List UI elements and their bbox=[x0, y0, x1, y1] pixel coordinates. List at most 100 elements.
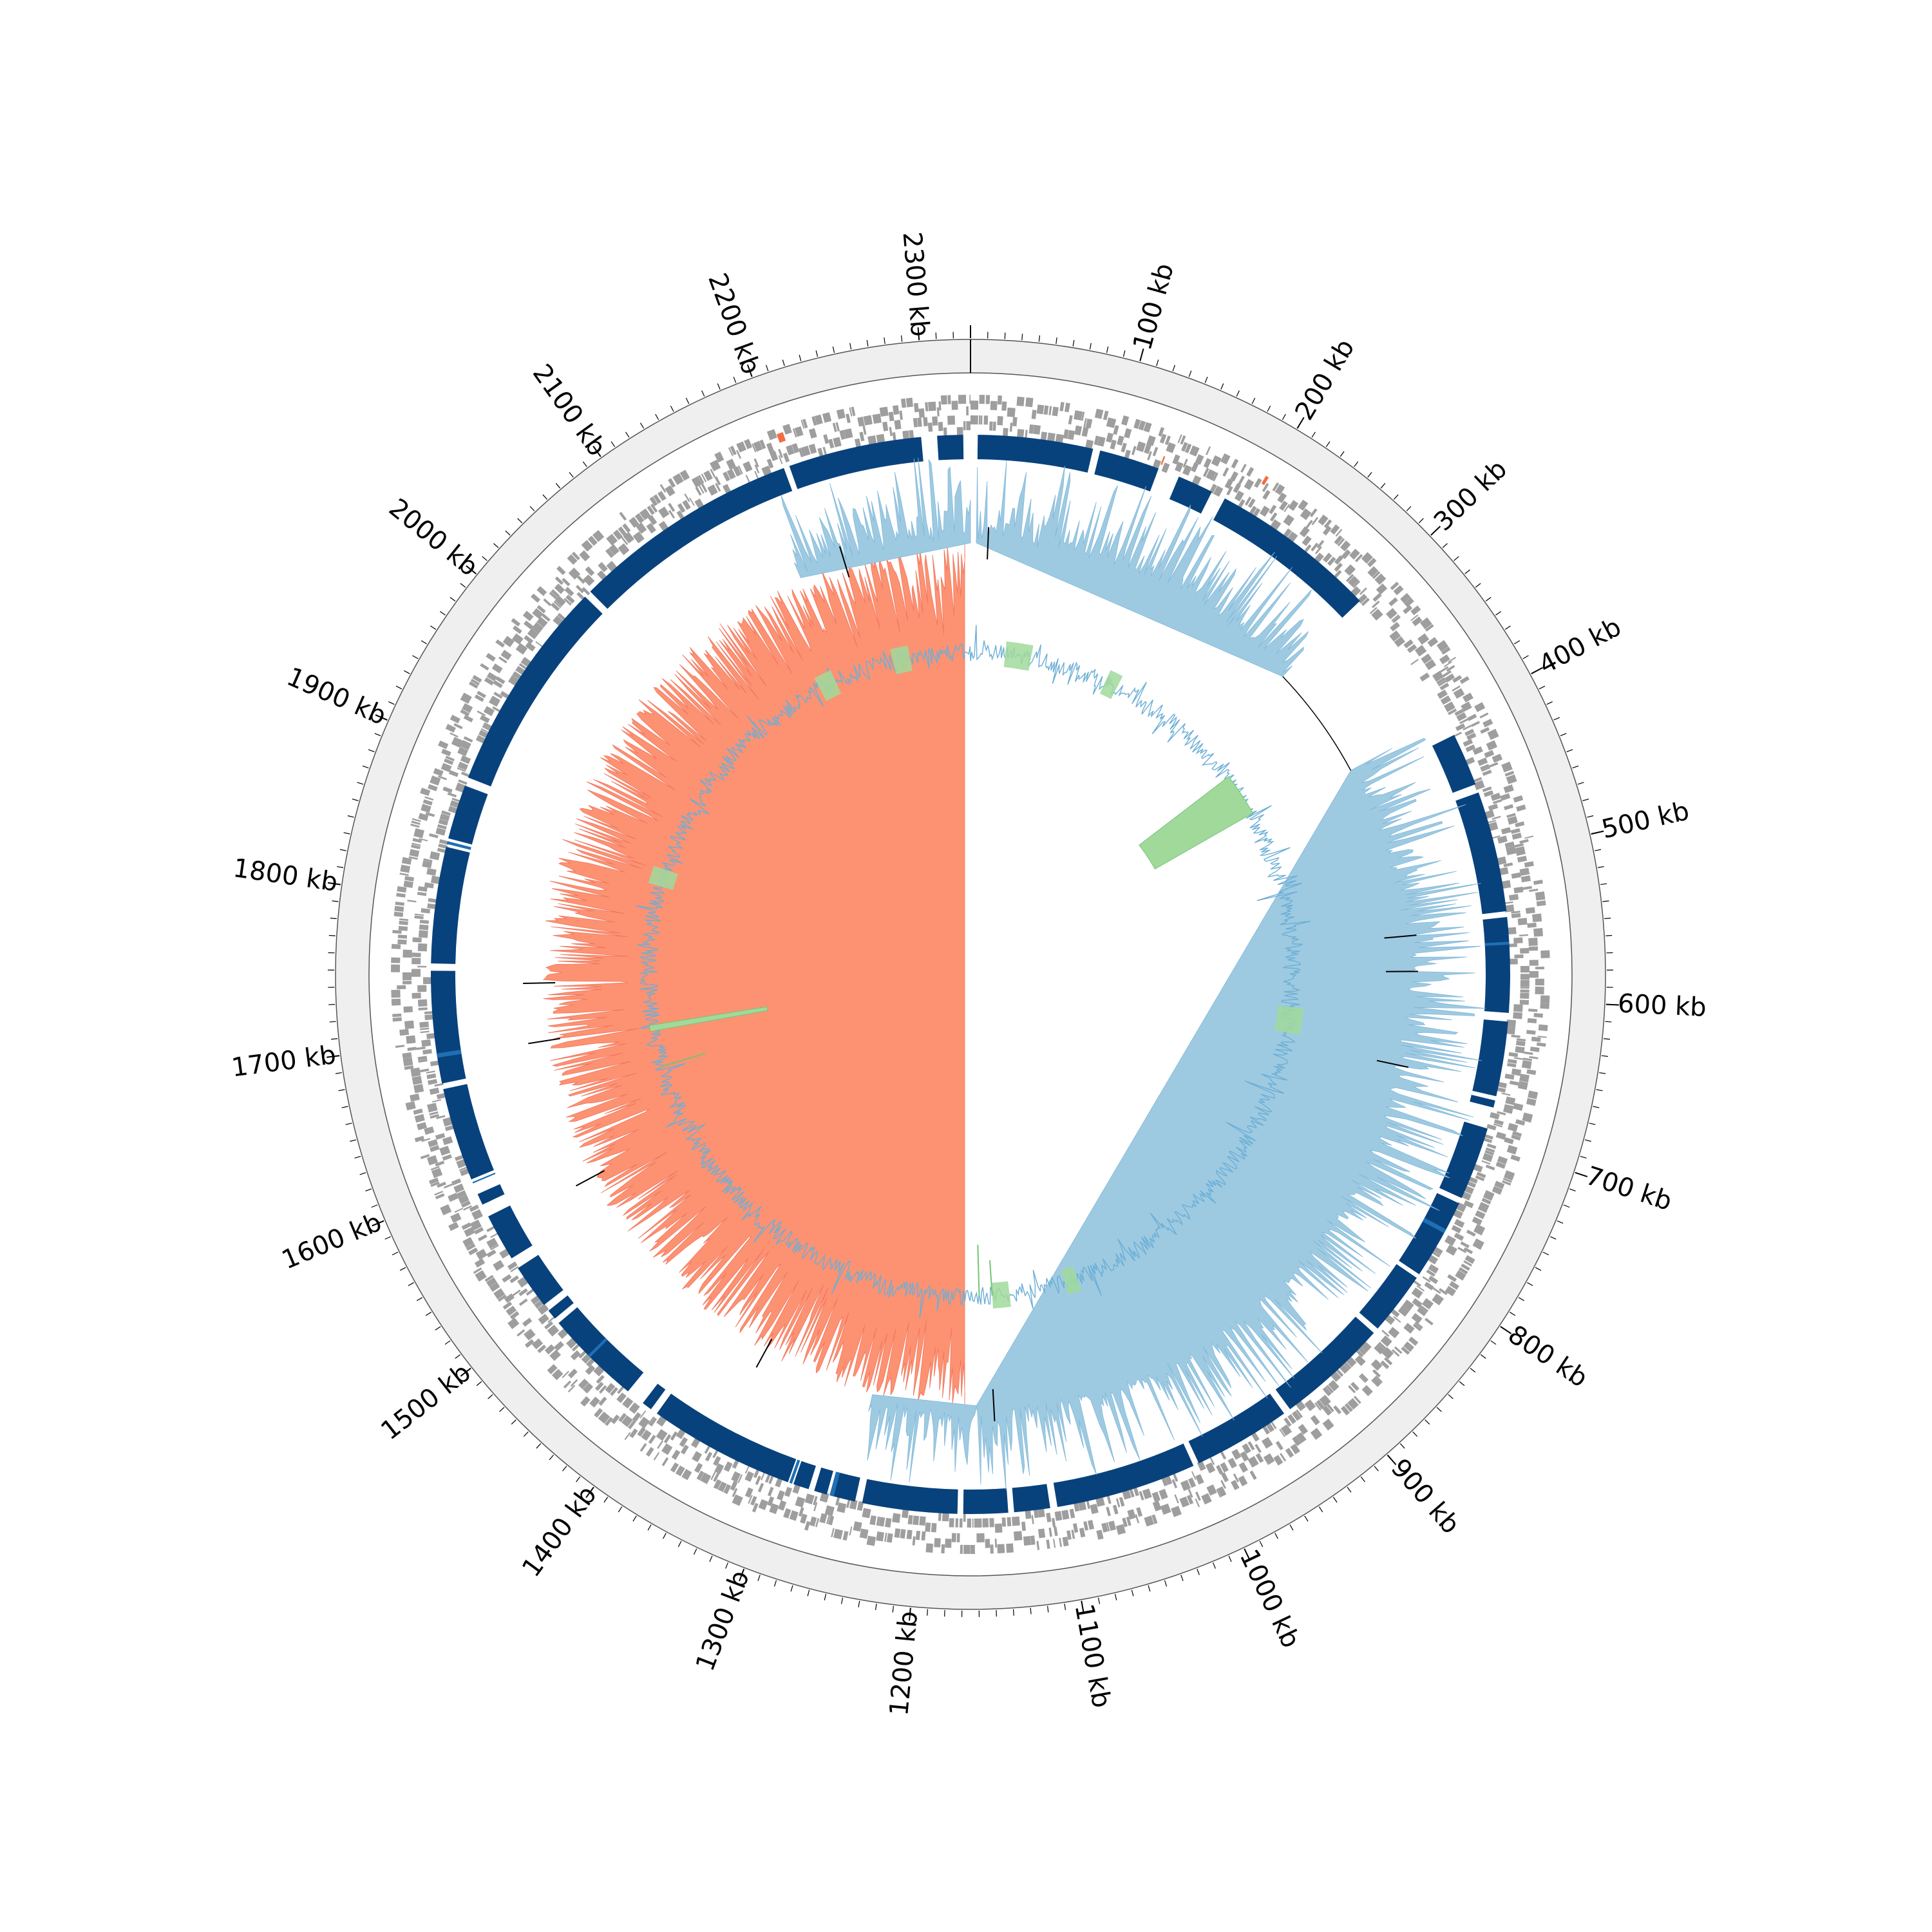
gene bbox=[416, 1046, 426, 1050]
gene bbox=[938, 401, 942, 411]
gene bbox=[1334, 535, 1343, 545]
gene bbox=[833, 437, 842, 448]
gene bbox=[743, 461, 753, 473]
gene bbox=[1506, 1019, 1517, 1028]
gene bbox=[417, 985, 427, 992]
gene bbox=[1389, 630, 1401, 642]
minor-tick bbox=[476, 1381, 482, 1387]
minor-tick bbox=[350, 1139, 357, 1142]
gene bbox=[1410, 605, 1421, 616]
gene bbox=[1037, 1528, 1046, 1539]
gene bbox=[695, 486, 702, 496]
gene bbox=[1211, 455, 1222, 467]
gene bbox=[1510, 1154, 1520, 1162]
gene bbox=[1216, 1488, 1222, 1498]
minor-tick bbox=[655, 413, 659, 421]
gene bbox=[1421, 1298, 1434, 1310]
gene bbox=[1182, 464, 1192, 476]
gene bbox=[455, 1154, 465, 1161]
gene bbox=[1527, 922, 1537, 928]
gc-content-region bbox=[814, 670, 842, 701]
gene bbox=[414, 915, 424, 920]
minor-tick bbox=[618, 1506, 623, 1513]
gene bbox=[778, 1500, 787, 1511]
minor-tick bbox=[1464, 569, 1470, 574]
gene bbox=[1507, 1122, 1519, 1132]
gene bbox=[694, 1463, 703, 1473]
minor-tick bbox=[1394, 494, 1399, 500]
gene bbox=[629, 1428, 638, 1439]
gene bbox=[1507, 1059, 1517, 1064]
minor-tick bbox=[1539, 685, 1546, 690]
gene bbox=[480, 728, 490, 734]
gene bbox=[1222, 467, 1229, 477]
gene bbox=[1472, 746, 1483, 755]
gene bbox=[582, 1383, 594, 1394]
gene bbox=[1509, 1080, 1519, 1086]
gene bbox=[605, 1417, 613, 1426]
gene bbox=[583, 574, 595, 586]
gene bbox=[966, 406, 969, 416]
gene bbox=[391, 989, 401, 998]
gene bbox=[1520, 980, 1530, 987]
gene bbox=[737, 1474, 743, 1483]
gene bbox=[1391, 614, 1399, 621]
gene bbox=[444, 1124, 455, 1132]
gene bbox=[437, 1181, 446, 1188]
gene bbox=[1043, 405, 1049, 415]
gene bbox=[1314, 545, 1322, 554]
gene bbox=[1036, 404, 1045, 415]
minor-tick bbox=[444, 1340, 451, 1345]
gene bbox=[441, 748, 451, 757]
gene bbox=[1437, 689, 1448, 699]
gene bbox=[1473, 780, 1485, 790]
gene bbox=[1354, 554, 1363, 563]
gene bbox=[699, 1472, 712, 1484]
minor-tick bbox=[435, 1326, 441, 1331]
gene-track bbox=[391, 394, 1550, 1554]
gene bbox=[470, 1219, 482, 1231]
gene bbox=[397, 886, 407, 893]
gene bbox=[723, 1461, 733, 1472]
gene bbox=[417, 999, 428, 1007]
gene bbox=[754, 464, 760, 474]
gene bbox=[1252, 507, 1261, 518]
tick-label: 1400 kb bbox=[516, 1481, 603, 1583]
gene bbox=[1238, 1475, 1248, 1486]
gene bbox=[842, 1531, 849, 1541]
gene bbox=[1159, 1488, 1168, 1500]
gene bbox=[731, 1471, 741, 1482]
gene bbox=[1032, 424, 1041, 435]
contig-highlight bbox=[437, 1050, 462, 1058]
gene bbox=[1353, 1396, 1361, 1404]
gene bbox=[1532, 913, 1542, 922]
gene bbox=[1439, 682, 1450, 691]
tick-label: 1500 kb bbox=[375, 1358, 477, 1446]
gene bbox=[1081, 412, 1085, 421]
gene bbox=[1372, 600, 1380, 609]
gene bbox=[1511, 1034, 1520, 1038]
gene bbox=[1151, 1492, 1160, 1502]
minor-tick bbox=[632, 1515, 637, 1522]
gene bbox=[407, 900, 417, 903]
gene bbox=[1046, 1539, 1050, 1549]
gene bbox=[1386, 608, 1397, 620]
tick-label: 500 kb bbox=[1599, 796, 1692, 844]
gene bbox=[1439, 654, 1450, 665]
gene bbox=[594, 1408, 603, 1418]
gene bbox=[878, 1517, 886, 1527]
gene bbox=[422, 1049, 432, 1055]
tick-label: 1900 kb bbox=[282, 662, 390, 731]
gene bbox=[1151, 1514, 1158, 1524]
gene bbox=[1344, 564, 1356, 576]
minor-tick bbox=[685, 397, 690, 404]
gc-skew-negative bbox=[542, 543, 965, 1406]
gene bbox=[792, 1483, 801, 1494]
gene bbox=[1390, 621, 1400, 632]
gene bbox=[804, 1493, 815, 1504]
gene bbox=[1171, 1479, 1178, 1489]
gene bbox=[392, 1013, 402, 1018]
gene bbox=[448, 806, 459, 814]
gene bbox=[1403, 1323, 1415, 1334]
minor-tick bbox=[1436, 1406, 1442, 1412]
